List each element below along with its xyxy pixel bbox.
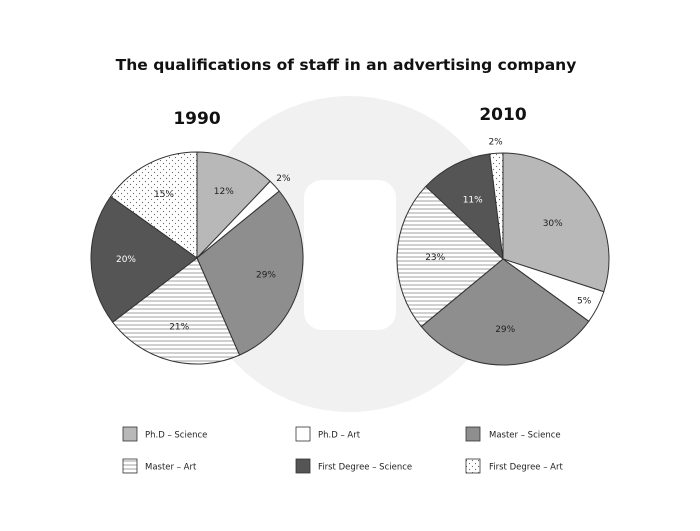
- slice-2010-first-degree-art: [489, 152, 504, 260]
- label-1990-master-science: 29%: [256, 271, 276, 281]
- legend-swatch-first-degree-art: [465, 458, 481, 474]
- label-1990-first-degree-art: 15%: [154, 190, 174, 200]
- slice-2010-master-science: [420, 258, 590, 366]
- legend-swatch-phd-science: [122, 426, 138, 442]
- legend-item-phd-art: Ph.D – Art: [295, 426, 361, 442]
- pie-1990: 12% 2% 29% 21% 20% 15%: [90, 151, 304, 365]
- pie-2010: 30% 5% 29% 23% 11% 2%: [396, 138, 610, 366]
- label-2010-phd-art: 5%: [577, 296, 592, 306]
- label-1990-master-art: 21%: [169, 323, 189, 333]
- slice-1990-phd-science: [196, 151, 271, 259]
- slice-1990-first-degree-art: [110, 151, 198, 259]
- legend-swatch-first-degree-science: [295, 458, 311, 474]
- label-1990-phd-art: 2%: [276, 174, 291, 184]
- legend-item-master-science: Master – Science: [465, 426, 561, 442]
- legend-label-first-degree-science: First Degree – Science: [318, 463, 412, 473]
- legend-swatch-master-art: [122, 458, 138, 474]
- legend-item-master-art: Master – Art: [122, 458, 197, 474]
- legend-item-first-degree-science: First Degree – Science: [295, 458, 412, 474]
- slice-2010-master-art: [396, 185, 504, 328]
- slice-2010-phd-science: [502, 152, 610, 293]
- label-1990-first-degree-science: 20%: [116, 255, 136, 265]
- legend-label-phd-science: Ph.D – Science: [145, 431, 207, 441]
- slice-2010-first-degree-science: [425, 153, 504, 260]
- chart-title: The qualifications of staff in an advert…: [116, 56, 577, 74]
- legend-item-first-degree-art: First Degree – Art: [465, 458, 563, 474]
- slice-1990-first-degree-science: [90, 196, 198, 323]
- legend-swatch-phd-art: [295, 426, 311, 442]
- slice-1990-master-art: [112, 257, 240, 365]
- label-2010-first-degree-art: 2%: [488, 138, 503, 148]
- slice-1990-master-science: [196, 190, 304, 356]
- legend-label-phd-art: Ph.D – Art: [318, 431, 361, 441]
- label-1990-phd-science: 12%: [214, 187, 234, 197]
- legend-label-master-art: Master – Art: [145, 463, 197, 473]
- legend-swatch-master-science: [465, 426, 481, 442]
- legend-item-phd-science: Ph.D – Science: [122, 426, 207, 442]
- legend-label-master-science: Master – Science: [489, 431, 561, 441]
- label-2010-first-degree-science: 11%: [463, 196, 483, 206]
- pie-title-1990: 1990: [173, 109, 220, 129]
- pie-title-2010: 2010: [479, 105, 526, 125]
- label-2010-phd-science: 30%: [543, 219, 563, 229]
- label-2010-master-art: 23%: [425, 253, 445, 263]
- label-2010-master-science: 29%: [495, 325, 515, 335]
- legend-label-first-degree-art: First Degree – Art: [489, 463, 563, 473]
- legend: Ph.D – Science Ph.D – Art Master – Scien…: [122, 426, 563, 474]
